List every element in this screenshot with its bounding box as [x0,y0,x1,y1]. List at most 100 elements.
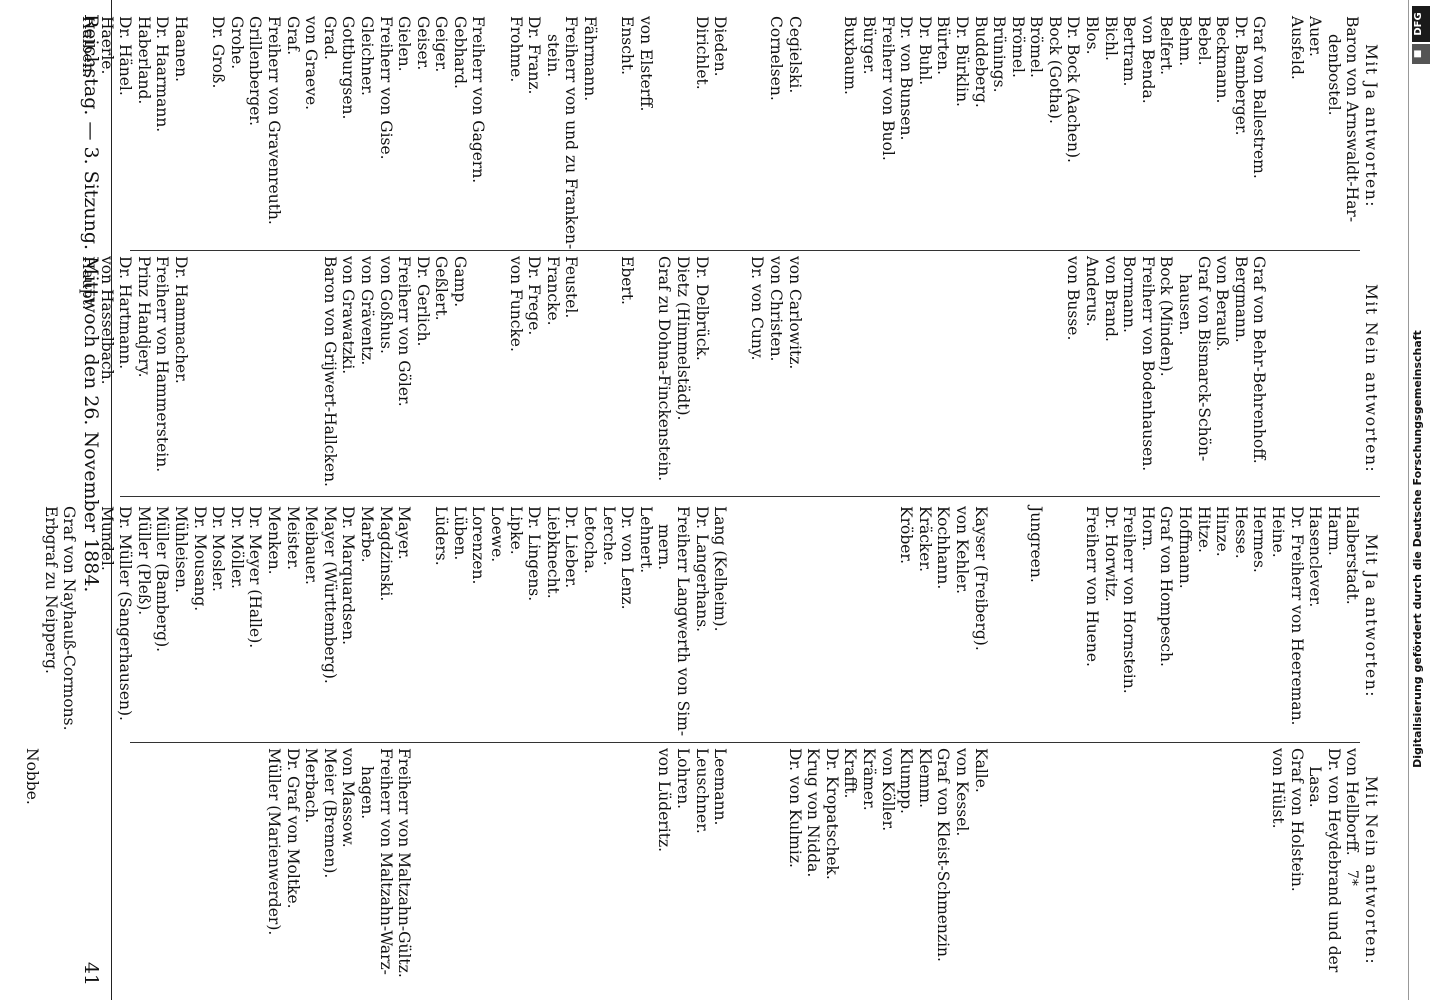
member-name: Dirichlet. [692,16,711,90]
member-name: Graf. [283,16,302,56]
member-name: Müller (Pleß). [134,506,153,616]
member-name: Klumpp. [897,748,916,814]
spacer [1120,748,1139,988]
spacer [1008,256,1027,496]
spacer [1268,16,1287,256]
member-name: Haanen. [172,16,190,83]
member-name: Brünings. [990,16,1009,93]
dfg-logo-text: DFG [1413,12,1424,36]
spacer [636,748,655,988]
member-name: hausen. [1176,274,1195,336]
member-name: Dr. Horwitz. [1101,506,1120,602]
spacer [97,748,116,988]
spacer [748,506,767,746]
spacer [990,748,1009,988]
spacer [822,256,841,496]
spacer [618,748,637,988]
member-name: von Busse. [1064,256,1083,341]
dfg-credit-text: Digitalisierung gefördert durch die Deut… [1411,330,1424,768]
member-name: von Elsterff. [636,16,655,112]
member-name: Fährmann. [581,16,600,102]
spacer [804,256,823,496]
column-ja-2: Mit Ja antworten: Halberstadt. Harm. Hasenc… [42,506,1380,746]
member-name: Lang (Kelheim). [711,506,730,632]
spacer [450,748,469,988]
member-name: Freiherr von Maltzahn-Warz- [376,748,395,975]
member-name: Baron von Grijwert-Hallcken. [320,256,339,487]
spacer [748,748,767,988]
member-name: Gebhard. [450,16,469,89]
member-name: Gottburgsen. [339,16,358,120]
member-name: Geßlert. [432,256,451,321]
member-name: Feustel. [562,256,581,319]
column-nein-1: Mit Nein antworten: Graf von Behr-Behrenh… [79,256,1380,496]
member-name: Lorenzen. [469,506,488,585]
member-name: Freiherr Langwerth von Sim- [674,506,693,737]
member-name: Meier (Bremen). [320,748,339,879]
member-name: Krämer. [859,748,878,811]
member-name: Mayer. [395,506,414,560]
member-name: Freiherr von Huene. [1083,506,1102,667]
member-name: Leemann. [711,748,730,826]
column-divider-center [120,496,1380,497]
member-name: Freiherr von Göler. [395,256,414,407]
spacer [469,256,488,496]
spacer [841,256,860,496]
spacer [506,748,525,988]
spacer [859,256,878,496]
member-name: Bock (Minden). [1157,256,1176,377]
column-divider [130,742,1360,743]
member-name: Graf von Bismarck-Schön- [1194,256,1213,462]
spacer [1231,748,1250,988]
spacer [469,748,488,988]
member-name: von Berauß. [1213,256,1232,352]
spacer [1008,506,1027,746]
member-name: Bergmann. [1231,256,1250,343]
member-name: Dr. von Lenz. [618,506,637,610]
spacer [729,506,748,746]
dfg-mark-icon: ■ [1413,49,1423,59]
spacer [766,748,785,988]
spacer [1250,748,1269,988]
member-name: Prinz Handjery. [134,256,153,378]
member-name: Dr. von Cuny. [748,256,767,361]
member-name: Meister. [283,506,302,570]
spacer [190,16,209,256]
member-name: Freiherr von Buol. [878,16,897,161]
spacer [766,506,785,746]
member-name: Dr. Hänel. [116,16,135,96]
member-name: Dr. Hartmann. [116,256,135,370]
spacer [580,748,599,988]
member-name: Dr. Bürklin. [952,16,971,107]
spacer [599,748,618,988]
spacer [655,16,674,256]
spacer [785,506,804,746]
spacer [729,748,748,988]
spacer [1175,748,1194,988]
member-name: Bichl. [1101,16,1120,61]
member-name: Müller (Marienwerder). [264,748,283,936]
member-name: Freiherr von Hornstein. [1120,506,1139,694]
member-name: Müller (Bamberg). [153,506,172,653]
spacer [41,748,60,988]
spacer [748,16,767,256]
member-name: Dr. Frege. [525,256,544,336]
member-name: Dr. Hammacher. [172,256,190,384]
member-name: von Graeve. [302,16,321,111]
member-name: Haberland. [134,16,153,105]
spacer [673,16,692,256]
spacer [1064,748,1083,988]
spacer [1268,256,1287,496]
member-name: Hesse. [1231,506,1250,559]
member-name: Dr. Meyer (Halle). [246,506,265,649]
spacer [525,748,544,988]
member-name: Gamp. [450,256,469,308]
member-name: Haupt. [79,256,98,310]
member-name: Dr. von Bunsen. [897,16,916,141]
dfg-logo-mark: ■ [1412,44,1430,64]
spacer [264,256,283,496]
member-name: Grad. [320,16,339,60]
member-name: Grillenberger. [246,16,265,127]
spacer [246,748,265,988]
member-name: Dr. von Heydebrand und der [1324,748,1343,973]
